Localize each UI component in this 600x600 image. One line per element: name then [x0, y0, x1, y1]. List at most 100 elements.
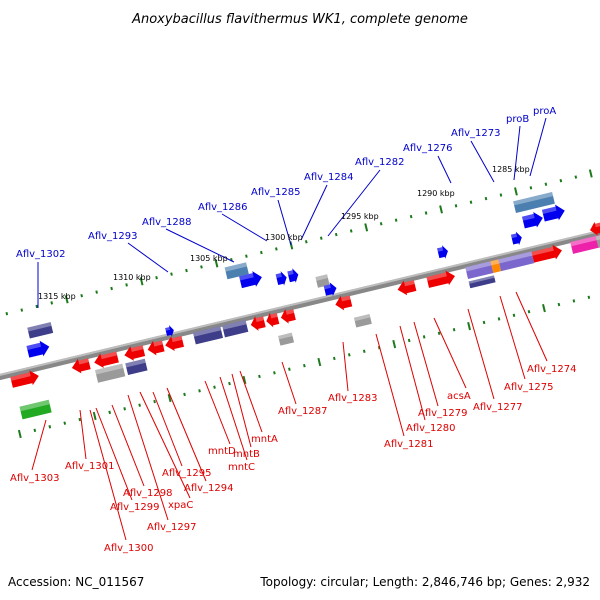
- scale-ticks: [5, 169, 593, 439]
- gene-label-bottom: Aflv_1300: [104, 543, 154, 554]
- gene-arrow: [426, 270, 455, 288]
- scale-tick: [469, 200, 473, 204]
- gene-feature: [224, 262, 249, 280]
- scale-tick: [48, 425, 52, 429]
- gene-arrow: [94, 351, 119, 369]
- gene-label-bottom: Aflv_1297: [147, 522, 197, 533]
- gene-feature: [465, 261, 494, 280]
- gene-feature: [147, 340, 165, 356]
- scale-label: 1285 kbp: [492, 165, 530, 174]
- gene-label-top: Aflv_1285: [251, 187, 301, 198]
- gene-feature: [19, 399, 52, 420]
- gene-feature: [250, 316, 266, 331]
- gene-feature: [280, 309, 296, 324]
- gene-label-bottom: Aflv_1274: [527, 364, 577, 375]
- gene-box: [19, 399, 52, 420]
- gene-label-top: Aflv_1286: [198, 202, 248, 213]
- scale-tick: [138, 403, 141, 407]
- gene-feature: [266, 312, 280, 328]
- gene-shine: [165, 327, 171, 331]
- scale-tick: [213, 385, 216, 389]
- gene-label-bottom: Aflv_1283: [328, 393, 378, 404]
- gene-shine: [171, 336, 183, 343]
- gene-box: [192, 326, 224, 345]
- gene-shine: [426, 272, 447, 281]
- leader-line: [31, 419, 47, 471]
- gene-shine: [224, 262, 248, 272]
- leader-line: [467, 308, 495, 400]
- gene-label-bottom: mntD: [208, 446, 236, 457]
- scale-tick: [527, 310, 531, 314]
- scale-tick: [288, 367, 291, 371]
- gene-shine: [531, 246, 554, 256]
- gene-label-bottom: xpaC: [168, 500, 193, 511]
- scale-tick: [317, 357, 322, 367]
- gene-shine: [323, 284, 331, 290]
- leader-line: [499, 295, 526, 380]
- scale-tick: [183, 392, 186, 397]
- gene-label-bottom: Aflv_1298: [123, 488, 173, 499]
- backbone: [0, 215, 600, 385]
- scale-tick: [63, 421, 67, 425]
- gene-shine: [437, 247, 444, 252]
- backbone-line: [0, 215, 600, 385]
- gene-label-top: Aflv_1302: [16, 249, 66, 260]
- leader-line: [221, 213, 268, 242]
- gene-label-top: Aflv_1273: [451, 128, 501, 139]
- scale-label: 1310 kbp: [113, 273, 151, 282]
- scale-tick: [110, 286, 113, 291]
- gene-arrow: [323, 282, 337, 297]
- top-gene-labels: Aflv_1302 Aflv_1293 Aflv_1288 Aflv_1286 …: [16, 106, 556, 260]
- gene-feature: [541, 204, 565, 222]
- gene-label-bottom: Aflv_1280: [406, 423, 456, 434]
- scale-tick: [260, 250, 263, 255]
- gene-feature: [513, 192, 555, 214]
- gene-arrow: [10, 370, 39, 388]
- gene-box: [498, 251, 535, 272]
- gene-feature: [323, 282, 337, 297]
- gene-box: [315, 274, 330, 288]
- gene-arrow: [280, 309, 296, 324]
- gene-shine: [26, 342, 42, 351]
- scale-label: 1315 kbp: [38, 292, 76, 301]
- leader-line: [529, 117, 547, 177]
- gene-shine: [10, 372, 31, 381]
- gene-shine: [125, 358, 146, 368]
- leader-line: [204, 380, 231, 445]
- scale-tick: [242, 375, 247, 385]
- gene-arrow: [26, 340, 50, 358]
- gene-feature: [287, 268, 299, 283]
- genome-summary-text: Topology: circular; Length: 2,846,746 bp…: [259, 575, 590, 589]
- gene-label-bottom: Aflv_1279: [418, 408, 468, 419]
- leader-line: [165, 228, 235, 263]
- gene-box: [570, 233, 600, 254]
- gene-label-bottom: mntB: [233, 449, 260, 460]
- leader-line: [437, 155, 452, 184]
- scale-tick: [572, 299, 576, 303]
- scale-tick: [544, 182, 548, 186]
- gene-shine: [498, 251, 533, 264]
- gene-feature: [510, 231, 522, 246]
- gene-arrow: [71, 358, 91, 374]
- leader-line: [111, 404, 145, 487]
- gene-label-bottom: Aflv_1277: [473, 402, 523, 413]
- leader-line: [277, 199, 292, 246]
- gene-feature: [165, 325, 174, 337]
- scale-tick: [258, 374, 261, 379]
- scale-tick: [424, 211, 428, 215]
- leader-line: [300, 184, 328, 241]
- gene-label-bottom: Aflv_1287: [278, 406, 328, 417]
- gene-feature: [124, 345, 146, 361]
- scale-tick: [198, 389, 201, 393]
- gene-shine: [270, 313, 278, 319]
- scale-tick: [454, 204, 458, 208]
- gene-feature: [522, 211, 543, 229]
- leader-line: [515, 291, 548, 362]
- gene-arrow: [590, 221, 600, 236]
- tick-rows: [5, 169, 593, 439]
- scale-tick: [347, 353, 351, 357]
- leader-line: [399, 325, 426, 421]
- gene-label-top: proB: [506, 114, 529, 125]
- bottom-gene-labels: Aflv_1303 Aflv_1301 Aflv_1298 Aflv_1299 …: [10, 364, 577, 554]
- gene-feature: [397, 280, 417, 296]
